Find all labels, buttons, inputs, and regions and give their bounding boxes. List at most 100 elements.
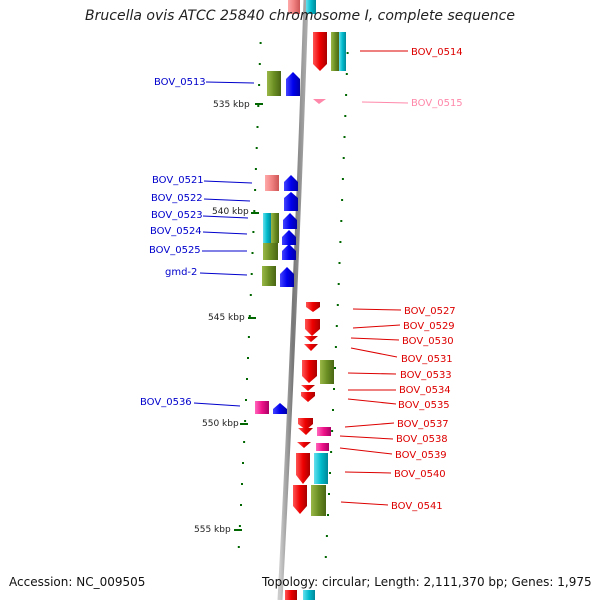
label-bov-0529[interactable]: BOV_0529 [403,321,455,332]
gene-bov-0537[interactable] [298,418,313,430]
label-bov-0533[interactable]: BOV_0533 [400,370,452,381]
leader-line-gmd-2 [199,272,248,276]
gene-blue-0523b[interactable] [283,213,297,229]
gene-cyan-0514c[interactable] [339,32,346,71]
gene-bov-0535[interactable] [301,392,315,402]
label-bov-0539[interactable]: BOV_0539 [395,450,447,461]
tick-dot [339,241,342,243]
tick-dot [243,441,246,443]
leader-line-bov-0541 [340,501,389,506]
label-bov-0513[interactable]: BOV_0513 [154,77,206,88]
label-bov-0524[interactable]: BOV_0524 [150,226,202,237]
gene-bov-0539[interactable] [297,442,311,448]
gene-bov-0540[interactable] [296,453,310,484]
gene-bov-0514[interactable] [313,32,327,71]
gene-cyan-top[interactable] [306,0,316,14]
tick-dot [328,493,330,495]
label-bov-0523[interactable]: BOV_0523 [151,210,203,221]
tick-dot [252,231,255,233]
gene-magenta-0539b[interactable] [316,443,329,451]
tick-label-555: 555 kbp [194,525,231,535]
label-bov-0537[interactable]: BOV_0537 [397,419,449,430]
gene-blue-0521b[interactable] [284,175,298,191]
tick-dot [250,273,253,275]
left-tick-dots [237,42,262,548]
gene-bov-0533[interactable] [302,360,317,383]
gene-blue-0525c[interactable] [282,244,296,260]
tick-dot [256,126,259,128]
gene-blue-0525b[interactable] [282,230,296,245]
gene-olive-0541b[interactable] [311,485,326,516]
label-bov-0515[interactable]: BOV_0515 [411,98,463,109]
label-bov-0540[interactable]: BOV_0540 [394,469,446,480]
label-bov-0531[interactable]: BOV_0531 [401,354,453,365]
tick-dot [346,52,349,54]
gene-blue-0536b[interactable] [273,403,287,414]
leader-line-bov-0529 [352,324,401,329]
gene-bov-0527[interactable] [306,302,320,312]
gene-bov-0529[interactable] [305,319,320,336]
tick-label-540: 540 kbp [212,207,249,217]
leader-line-bov-0524 [202,231,248,235]
gene-gmd-2[interactable] [262,266,276,286]
tick-dot [338,262,341,264]
tick-dot [334,346,337,348]
gene-bov-0525[interactable] [263,243,278,260]
tick-dot [342,157,345,159]
label-bov-0525[interactable]: BOV_0525 [149,245,201,256]
gene-bov-0541[interactable] [293,485,307,514]
tick-dot [324,556,327,558]
gene-bov-0515[interactable] [313,99,326,104]
tick-dot [240,504,242,506]
label-bov-0527[interactable]: BOV_0527 [404,306,456,317]
gene-bov-0524[interactable] [271,213,279,243]
gene-magenta-0537b[interactable] [317,427,331,436]
right-gene-labels: BOV_0514 BOV_0515 BOV_0527 BOV_0529 BOV_… [339,47,463,512]
tick-dot [245,399,247,401]
gene-bov-0522[interactable] [284,192,298,211]
gene-cyan-bottom[interactable] [303,590,315,600]
gene-red-bottom[interactable] [285,590,297,600]
gene-olive-0513[interactable] [267,71,281,96]
tick-mark-550 [240,423,248,425]
label-bov-0538[interactable]: BOV_0538 [396,434,448,445]
gene-bov-0513[interactable] [286,72,300,96]
tick-dot [255,147,258,149]
tick-dot [246,378,248,380]
label-bov-0530[interactable]: BOV_0530 [402,336,454,347]
gene-olive-0514b[interactable] [331,32,339,71]
tick-dot [254,189,257,191]
gene-olive-0533b[interactable] [320,360,334,384]
gene-bov-0531[interactable] [304,344,318,351]
leader-line-bov-0523 [202,215,249,219]
gene-bov-0530[interactable] [304,336,318,342]
gene-bov-0536[interactable] [255,401,269,414]
label-bov-0541[interactable]: BOV_0541 [391,501,443,512]
gene-bov-0534[interactable] [301,385,315,391]
gene-bov-0521[interactable] [265,175,279,191]
label-bov-0536[interactable]: BOV_0536 [140,397,192,408]
tick-dot [334,367,336,369]
gene-cyan-0540b[interactable] [314,453,328,484]
label-bov-0535[interactable]: BOV_0535 [398,400,450,411]
leader-line-bov-0539 [339,447,393,455]
tick-dot [242,462,244,464]
tick-dot [248,315,251,317]
map-title: Brucella ovis ATCC 25840 chromosome I, c… [85,8,515,24]
gene-blue-gmd-b[interactable] [280,267,294,287]
tick-dot [241,483,243,485]
gene-bov-0538[interactable] [298,428,313,435]
gene-bov-0523[interactable] [263,213,271,243]
label-bov-0534[interactable]: BOV_0534 [399,385,451,396]
tick-dot [247,357,249,359]
label-bov-0521[interactable]: BOV_0521 [152,175,204,186]
label-gmd-2[interactable]: gmd-2 [165,267,197,278]
label-bov-0522[interactable]: BOV_0522 [151,193,203,204]
gene-red-top[interactable] [288,0,300,14]
leader-line-bov-0533 [347,372,397,375]
label-bov-0514[interactable]: BOV_0514 [411,47,463,58]
leader-line-bov-0535 [347,398,397,405]
tick-mark-545 [248,317,256,319]
chromosome-backbone [277,0,309,600]
